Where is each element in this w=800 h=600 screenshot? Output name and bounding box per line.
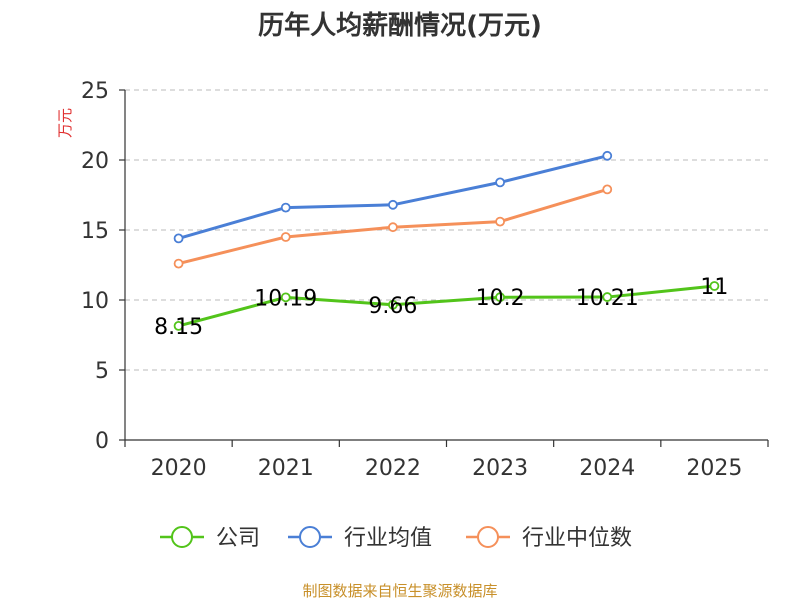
legend-label: 公司: [216, 526, 260, 551]
x-tick-label-2024: 2024: [579, 456, 635, 481]
grid-lines: [125, 89, 768, 371]
data-label-2025: 11: [700, 275, 728, 300]
data-point-1-3: [495, 177, 505, 188]
y-tick-label: 5: [95, 359, 109, 384]
data-point-1-4: [602, 150, 613, 161]
data-point-2-1: [280, 232, 291, 242]
data-point-2-0: [173, 258, 184, 269]
data-label-2023: 10.2: [476, 286, 525, 311]
data-point-1-1: [280, 202, 291, 213]
data-point-1-2: [388, 199, 398, 210]
data-point-0-5: [709, 281, 720, 291]
data-label-2024: 10.21: [576, 286, 639, 311]
x-tick-label-2020: 2020: [151, 456, 207, 481]
data-label-2022: 9.66: [368, 294, 417, 319]
legend-marker: [171, 526, 193, 548]
data-point-2-4: [602, 184, 613, 195]
legend-marker: [299, 526, 321, 548]
data-point-0-4: [602, 292, 613, 302]
data-point-2-3: [495, 216, 505, 227]
legend[interactable]: 公司 行业均值 行业中位数: [160, 526, 632, 551]
legend-item-2[interactable]: 行业中位数: [466, 526, 632, 551]
x-tick-label-2022: 2022: [365, 456, 421, 481]
legend-marker: [477, 526, 499, 548]
y-tick-label: 25: [81, 79, 109, 104]
y-tick-label: 20: [81, 149, 109, 174]
y-axis-unit-label: 万元: [56, 108, 74, 138]
data-point-0-3: [495, 292, 505, 303]
data-label-2021: 10.19: [254, 286, 317, 311]
data-point-0-1: [280, 292, 291, 303]
legend-label: 行业中位数: [522, 526, 632, 551]
legend-item-1[interactable]: 行业均值: [288, 526, 432, 551]
y-tick-label: 10: [81, 289, 109, 314]
data-point-1-0: [173, 233, 184, 244]
data-label-2020: 8.15: [154, 315, 203, 340]
x-tick-label-2021: 2021: [258, 456, 314, 481]
data-labels: 8.15 10.19 9.66 10.2 10.21 11: [154, 275, 728, 340]
x-tick-label-2025: 2025: [686, 456, 742, 481]
y-tick-label: 0: [95, 429, 109, 454]
source-note: 制图数据来自恒生聚源数据库: [302, 582, 497, 600]
data-point-2-2: [388, 222, 398, 233]
series-lines: [173, 150, 720, 331]
legend-item-0[interactable]: 公司: [160, 526, 260, 551]
data-point-0-2: [388, 299, 398, 310]
data-point-0-0: [173, 320, 184, 331]
chart-title: 历年人均薪酬情况(万元): [258, 10, 542, 41]
x-tick-label-2023: 2023: [472, 456, 528, 481]
y-tick-label: 15: [81, 219, 109, 244]
series-line-0: [178, 284, 715, 328]
legend-label: 行业均值: [344, 526, 432, 551]
